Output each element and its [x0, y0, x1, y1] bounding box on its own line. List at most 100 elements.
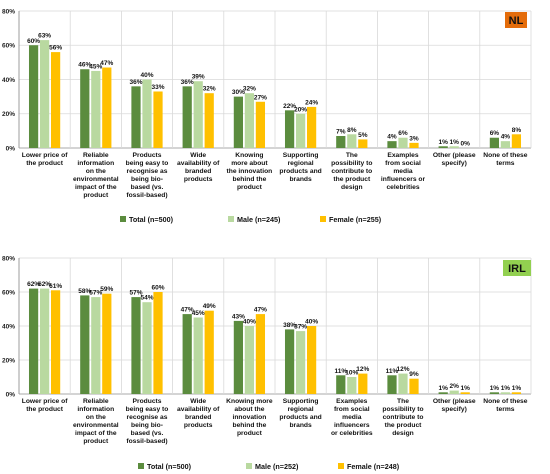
irl-bar: [102, 293, 112, 394]
irl-category-label: being easy to: [126, 406, 169, 413]
nl-category-label: regional: [288, 160, 314, 167]
irl-category-label: Examples: [336, 398, 368, 405]
nl-category-label: more about: [231, 160, 268, 167]
nl-data-label: 0%: [461, 141, 471, 148]
nl-category-label: from social: [385, 160, 421, 167]
irl-bar: [358, 373, 368, 394]
nl-category-label: brands: [289, 176, 312, 183]
irl-data-label: 1%: [501, 385, 511, 392]
nl-category-label: celebrities: [386, 184, 419, 191]
nl-category-label: terms: [496, 160, 514, 167]
nl-y-tick-label: 0%: [6, 145, 16, 152]
irl-bar: [511, 392, 522, 394]
irl-bar: [284, 329, 295, 394]
nl-category-label: environmental: [73, 176, 119, 183]
irl-bar: [449, 390, 459, 394]
irl-bar: [387, 375, 397, 394]
nl-data-label: 60%: [27, 38, 40, 45]
nl-chart-panel: 0% 20% 40% 60% 80% 60% 63% 56% Lower price of the…: [2, 8, 532, 224]
irl-bar: [438, 392, 448, 394]
irl-bar: [409, 378, 419, 394]
nl-data-label: 36%: [129, 79, 142, 86]
irl-data-label: 1%: [512, 385, 522, 392]
nl-bar: [102, 67, 112, 148]
nl-category-label: Lower price of: [22, 152, 68, 159]
irl-bar: [51, 290, 61, 394]
nl-bar: [244, 93, 255, 148]
irl-bar: [398, 373, 408, 394]
nl-category-label: products: [184, 176, 213, 183]
irl-data-label: 12%: [356, 366, 369, 373]
irl-data-label: 59%: [100, 286, 113, 293]
irl-y-tick-label: 60%: [2, 289, 15, 296]
irl-data-label: 49%: [203, 303, 216, 310]
nl-data-label: 1%: [438, 139, 448, 146]
irl-y-tick-label: 20%: [2, 357, 15, 364]
nl-bar: [409, 142, 419, 148]
nl-data-label: 3%: [409, 135, 419, 142]
irl-data-label: 57%: [89, 290, 102, 297]
irl-category-label: brands: [289, 422, 312, 429]
nl-category-label: influencers or: [381, 176, 426, 183]
nl-category-label: product: [83, 192, 109, 199]
irl-bar: [244, 326, 255, 394]
nl-data-label: 22%: [283, 103, 296, 110]
nl-bar: [336, 136, 346, 148]
irl-data-label: 11%: [386, 368, 399, 375]
irl-data-label: 54%: [140, 295, 153, 302]
nl-category-label: Supporting: [283, 152, 319, 159]
irl-category-label: product: [237, 430, 263, 437]
nl-category-label: the product: [26, 160, 64, 167]
nl-bar: [438, 146, 448, 148]
irl-data-label: 60%: [152, 285, 165, 292]
nl-category-label: The: [346, 152, 358, 159]
nl-category-label: contribute to: [331, 168, 372, 175]
nl-data-label: 6%: [398, 130, 408, 137]
irl-category-label: on the: [86, 414, 106, 421]
irl-data-label: 12%: [396, 366, 409, 373]
irl-category-label: recognise as: [127, 414, 168, 421]
nl-bar: [131, 86, 141, 148]
nl-data-label: 33%: [152, 84, 165, 91]
nl-bar: [398, 137, 408, 148]
nl-data-label: 30%: [232, 89, 245, 96]
irl-category-label: products and: [279, 414, 321, 421]
irl-country-badge: [503, 260, 531, 276]
nl-category-label: products and: [279, 168, 321, 175]
nl-category-label: branded: [185, 168, 211, 175]
irl-category-label: innovation: [232, 414, 266, 421]
nl-category-label: availability of: [177, 160, 220, 167]
irl-category-label: being bio-: [131, 422, 163, 429]
irl-category-label: media: [342, 414, 362, 421]
irl-category-label: Products: [133, 398, 162, 405]
nl-category-label: specify): [442, 160, 467, 167]
nl-data-label: 6%: [490, 130, 500, 137]
irl-category-label: terms: [496, 406, 514, 413]
irl-bar: [347, 377, 357, 394]
nl-category-label: recognise as: [127, 168, 168, 175]
nl-data-label: 20%: [294, 106, 307, 113]
irl-category-label: environmental: [73, 422, 119, 429]
irl-category-label: based (vs.: [131, 430, 164, 437]
nl-category-label: Other (please: [433, 152, 476, 159]
irl-data-label: 45%: [192, 310, 205, 317]
nl-legend-swatch: [320, 216, 326, 222]
nl-category-label: Products: [133, 152, 162, 159]
irl-category-label: regional: [288, 406, 314, 413]
nl-y-tick-label: 80%: [2, 8, 15, 15]
irl-bar: [295, 331, 306, 394]
irl-bar: [193, 317, 203, 394]
nl-category-label: behind the: [232, 176, 266, 183]
irl-bar: [153, 292, 163, 394]
nl-data-label: 36%: [181, 79, 194, 86]
irl-y-tick-label: 0%: [6, 391, 16, 398]
irl-category-label: Lower price of: [22, 398, 68, 405]
nl-data-label: 4%: [501, 134, 511, 141]
irl-category-label: The: [397, 398, 409, 405]
nl-bar: [51, 52, 61, 148]
nl-bar: [28, 45, 39, 148]
nl-bar: [449, 146, 459, 148]
nl-data-label: 46%: [78, 62, 91, 69]
nl-bar: [193, 81, 203, 148]
irl-legend-swatch: [338, 463, 344, 469]
